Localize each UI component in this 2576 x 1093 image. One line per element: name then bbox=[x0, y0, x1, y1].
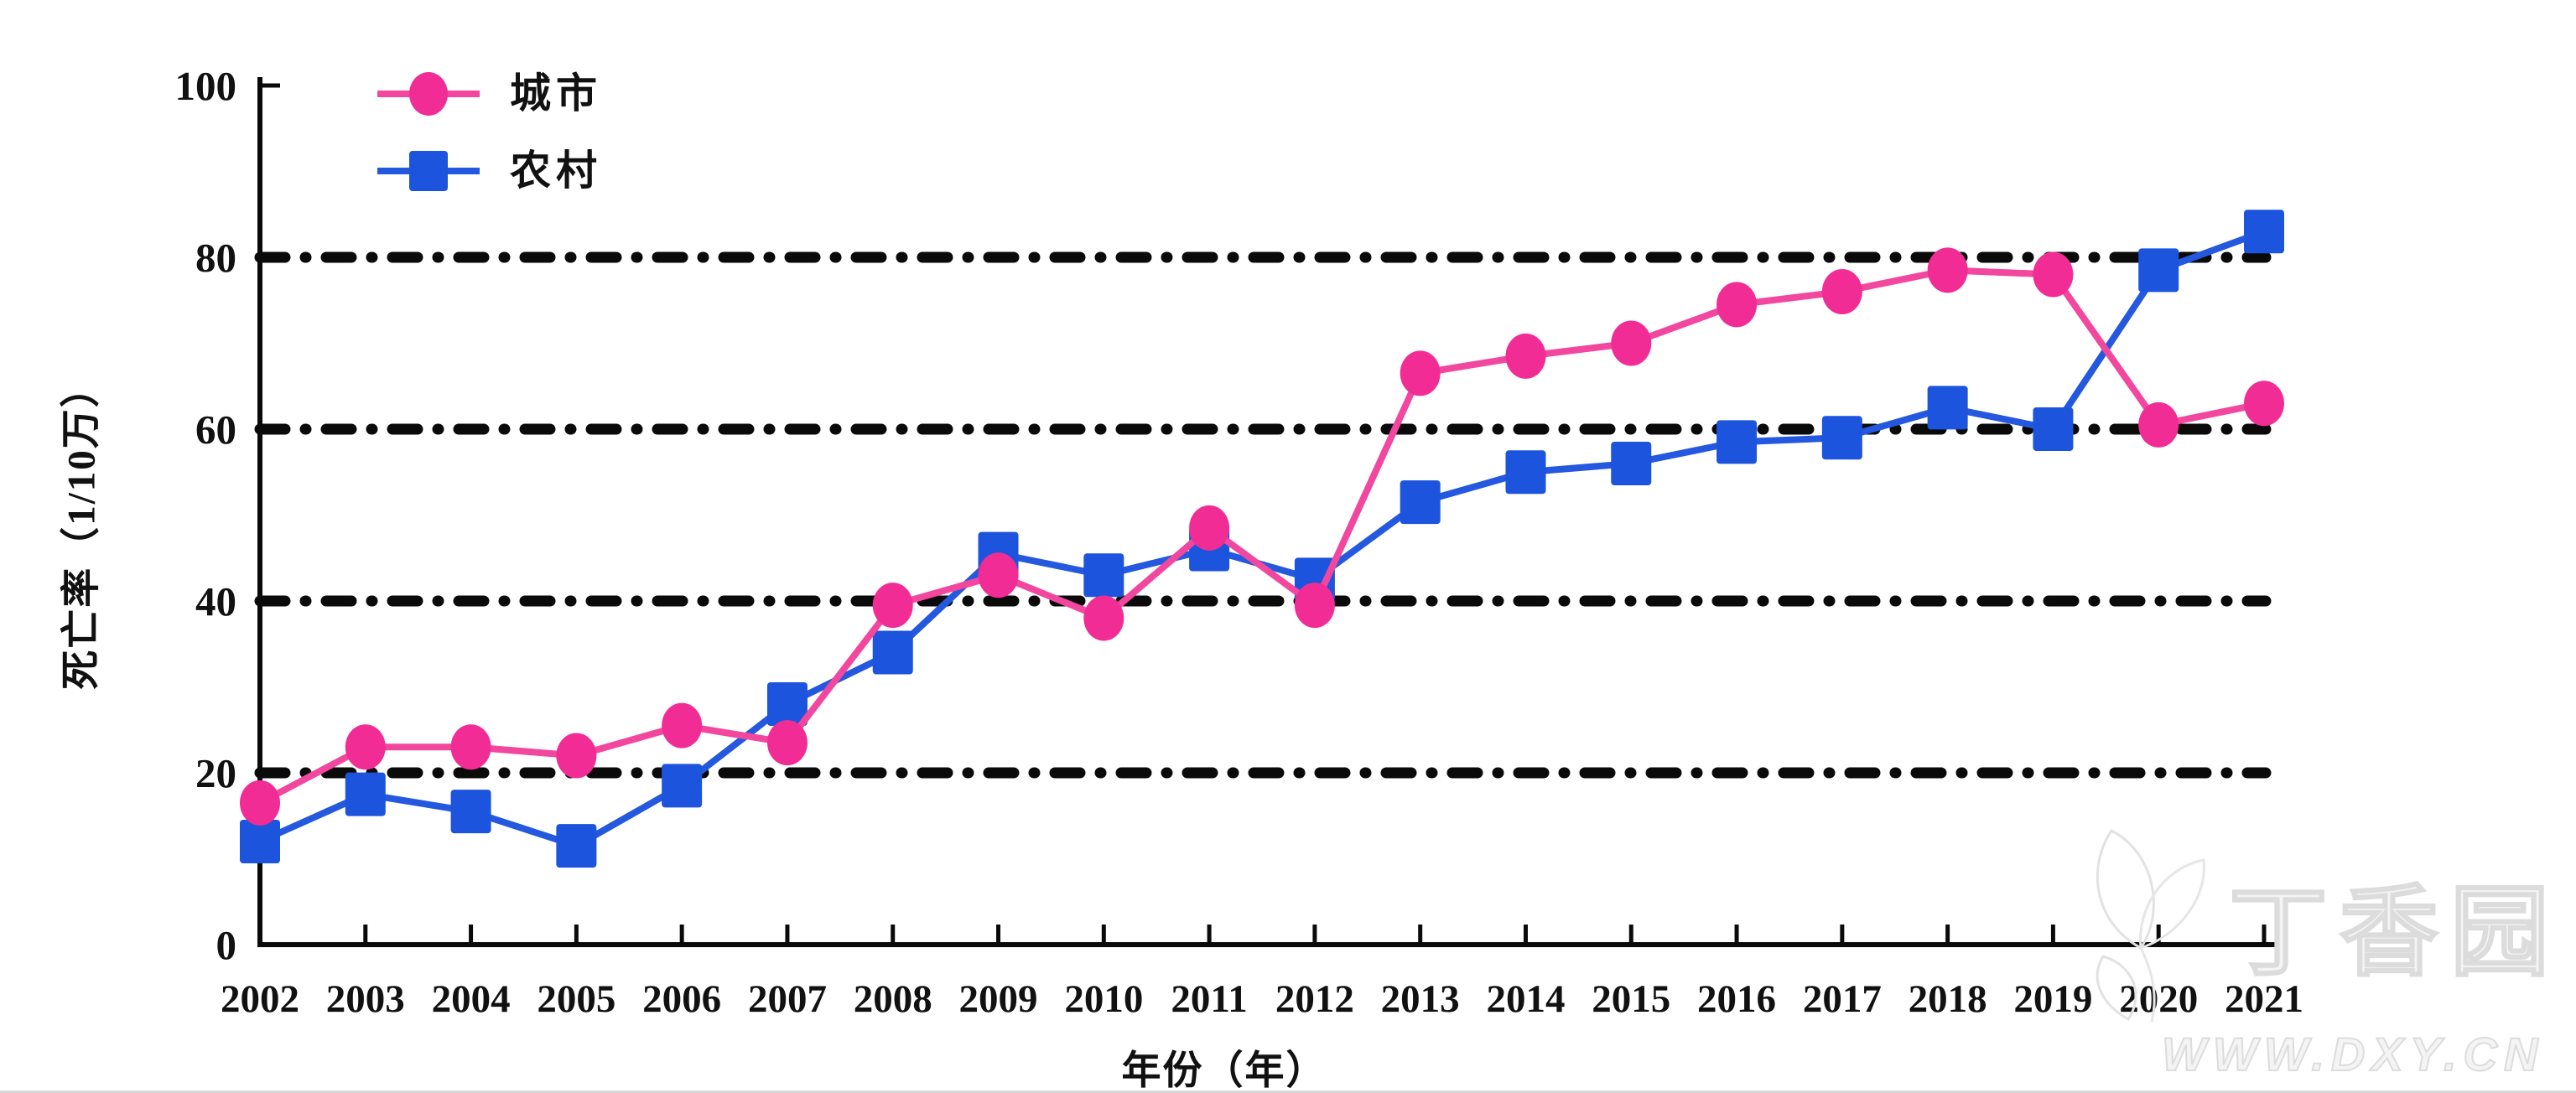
bottom-divider bbox=[0, 1090, 2576, 1093]
urban-marker-2012 bbox=[1294, 583, 1335, 629]
legend: 城市 农村 bbox=[376, 67, 602, 221]
x-tick-label-2010: 2010 bbox=[1064, 977, 1143, 1021]
x-tick-label-2017: 2017 bbox=[1803, 977, 1882, 1021]
rural-marker-2020 bbox=[2138, 248, 2179, 293]
legend-label-urban: 城市 bbox=[510, 70, 603, 117]
x-tick-label-2015: 2015 bbox=[1592, 977, 1670, 1021]
urban-marker-2021 bbox=[2244, 381, 2284, 427]
urban-marker-2019 bbox=[2033, 251, 2074, 298]
y-tick-label-80: 80 bbox=[195, 235, 236, 281]
urban-marker-2020 bbox=[2138, 401, 2179, 448]
urban-marker-2016 bbox=[1716, 282, 1758, 328]
x-axis-title: 年份（年） bbox=[1121, 1049, 1327, 1093]
x-tick-label-2018: 2018 bbox=[1909, 977, 1987, 1021]
y-tick-label-40: 40 bbox=[195, 578, 236, 624]
urban-series-marker-icon bbox=[377, 72, 480, 116]
x-tick-label-2006: 2006 bbox=[642, 977, 721, 1021]
rural-marker-2008 bbox=[872, 630, 913, 675]
x-tick-label-2021: 2021 bbox=[2225, 977, 2303, 1021]
legend-item-urban: 城市 bbox=[376, 67, 602, 121]
urban-marker-2017 bbox=[1821, 269, 1862, 314]
legend-label-rural: 农村 bbox=[510, 148, 603, 194]
x-tick-label-2011: 2011 bbox=[1171, 977, 1247, 1021]
x-tick-label-2008: 2008 bbox=[854, 977, 932, 1021]
y-tick-label-100: 100 bbox=[175, 63, 237, 109]
x-tick-label-2005: 2005 bbox=[537, 977, 615, 1021]
y-tick-label-60: 60 bbox=[195, 407, 236, 453]
rural-marker-2010 bbox=[1083, 553, 1124, 598]
x-tick-label-2016: 2016 bbox=[1697, 977, 1776, 1021]
x-tick-label-2019: 2019 bbox=[2013, 977, 2092, 1021]
x-tick-label-2014: 2014 bbox=[1486, 977, 1565, 1021]
rural-marker-2017 bbox=[1821, 416, 1862, 460]
urban-marker-2011 bbox=[1189, 505, 1230, 551]
rural-marker-2004 bbox=[450, 790, 491, 834]
rural-marker-2006 bbox=[662, 764, 703, 808]
y-tick-label-20: 20 bbox=[195, 750, 236, 796]
rural-marker-2021 bbox=[2244, 210, 2284, 254]
y-axis-title: 死亡率（1/10万） bbox=[60, 366, 104, 690]
x-tick-label-2020: 2020 bbox=[2119, 977, 2198, 1021]
x-tick-label-2004: 2004 bbox=[432, 977, 511, 1021]
urban-line bbox=[258, 267, 2265, 806]
x-tick-label-2003: 2003 bbox=[326, 977, 405, 1021]
rural-marker-2016 bbox=[1716, 420, 1758, 464]
urban-marker-2009 bbox=[978, 552, 1019, 598]
rural-marker-2003 bbox=[345, 772, 386, 816]
urban-marker-2015 bbox=[1611, 320, 1652, 366]
urban-marker-2008 bbox=[872, 583, 913, 629]
rural-marker-2013 bbox=[1400, 480, 1441, 525]
legend-item-rural: 农村 bbox=[376, 144, 602, 198]
urban-marker-2014 bbox=[1505, 333, 1546, 379]
urban-marker-2007 bbox=[766, 720, 808, 766]
rural-series-marker-icon bbox=[377, 151, 480, 191]
urban-marker-2018 bbox=[1927, 247, 1968, 293]
rural-marker-2018 bbox=[1927, 386, 1968, 430]
urban-marker-2003 bbox=[345, 724, 386, 770]
rural-marker-2015 bbox=[1611, 442, 1652, 485]
urban-marker-2002 bbox=[240, 780, 280, 826]
x-tick-label-2002: 2002 bbox=[221, 977, 299, 1021]
urban-marker-2013 bbox=[1400, 350, 1441, 396]
x-tick-label-2012: 2012 bbox=[1275, 977, 1354, 1021]
rural-marker-2005 bbox=[556, 824, 597, 868]
urban-marker-2004 bbox=[450, 724, 491, 770]
urban-marker-2006 bbox=[662, 702, 703, 749]
rural-marker-2002 bbox=[240, 820, 280, 863]
y-tick-label-0: 0 bbox=[216, 922, 237, 968]
x-tick-label-2013: 2013 bbox=[1381, 977, 1460, 1021]
urban-marker-2005 bbox=[556, 733, 597, 779]
rural-marker-2007 bbox=[766, 682, 808, 726]
rural-marker-2014 bbox=[1505, 450, 1546, 495]
x-tick-label-2009: 2009 bbox=[959, 977, 1038, 1021]
x-tick-label-2007: 2007 bbox=[748, 977, 827, 1021]
rural-marker-2019 bbox=[2033, 407, 2074, 451]
urban-marker-2010 bbox=[1083, 595, 1124, 641]
